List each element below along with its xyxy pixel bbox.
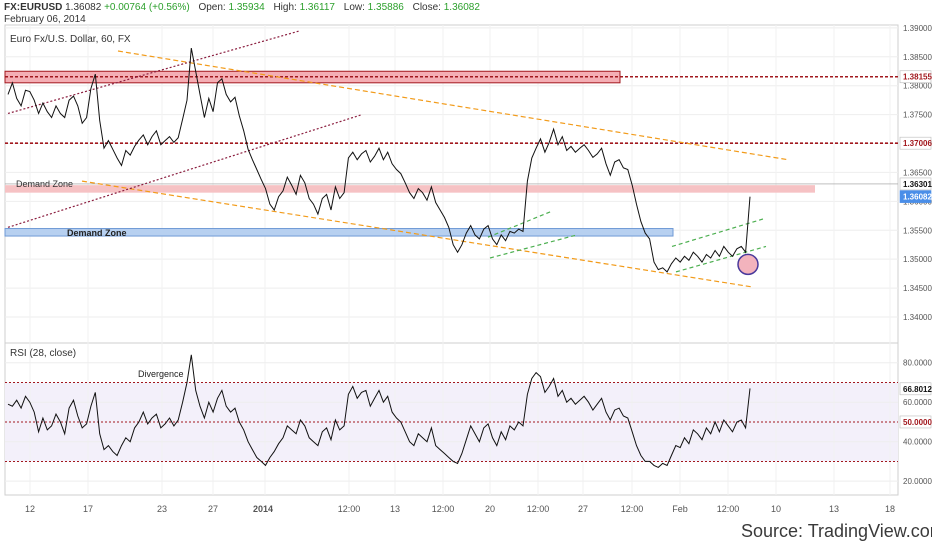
- time-tick-label: 2014: [253, 504, 273, 514]
- price-change: +0.00764 (+0.56%): [104, 2, 190, 13]
- price-tick-label: 1.36500: [903, 168, 932, 177]
- price-label-text: 1.37006: [903, 139, 932, 148]
- time-tick-label: 12:00: [338, 504, 361, 514]
- green-channel-1-upper: [487, 210, 553, 238]
- time-tick-label: 13: [390, 504, 400, 514]
- uptrend-channel-lower: [7, 114, 363, 228]
- price-label-box: [899, 70, 932, 84]
- time-tick-label: 12: [25, 504, 35, 514]
- time-tick-label: 12:00: [717, 504, 740, 514]
- time-tick-label: 10: [771, 504, 781, 514]
- time-tick-label: 12:00: [527, 504, 550, 514]
- rsi-chart-title: RSI (28, close): [10, 348, 76, 359]
- symbol-header: FX:EURUSD 1.36082 +0.00764 (+0.56%) Open…: [4, 2, 480, 14]
- demand-zone-upper: [5, 185, 815, 193]
- price-chart-title: Euro Fx/U.S. Dollar, 60, FX: [10, 34, 131, 45]
- time-tick-label: 27: [208, 504, 218, 514]
- time-tick-label: 20: [485, 504, 495, 514]
- time-tick-label: 13: [829, 504, 839, 514]
- price-tick-label: 1.34000: [903, 313, 932, 322]
- price-line: [7, 48, 751, 273]
- rsi-tick-label: 40.0000: [903, 438, 932, 447]
- green-channel-2-lower: [675, 245, 767, 273]
- close-value: 1.36082: [443, 2, 480, 13]
- rsi-tick-label: 20.0000: [903, 477, 932, 486]
- price-label-text: 1.38155: [903, 73, 932, 82]
- green-channel-1-lower: [489, 234, 578, 259]
- open-value: 1.35934: [228, 2, 265, 13]
- downtrend-lower: [81, 180, 753, 288]
- price-tick-label: 1.38500: [903, 53, 932, 62]
- zone-label-upper: Demand Zone: [16, 179, 73, 189]
- green-channel-2-upper: [671, 218, 765, 248]
- low-value: 1.35886: [367, 2, 404, 13]
- open-label: Open:: [198, 2, 226, 13]
- high-value: 1.36117: [299, 2, 335, 13]
- time-tick-label: Feb: [672, 504, 688, 514]
- price-tick-label: 1.39000: [903, 24, 932, 33]
- demand-zone-lower: [4, 228, 674, 237]
- price-tick-label: 1.35500: [903, 226, 932, 235]
- price-label-box: [899, 190, 932, 203]
- rsi-tick-label: 80.0000: [903, 359, 932, 368]
- rsi-label-text: 50.0000: [903, 418, 932, 427]
- rsi-label-box: [899, 415, 932, 429]
- high-label: High:: [273, 2, 297, 13]
- symbol-name: FX:EURUSD: [4, 2, 63, 13]
- price-tick-label: 1.35000: [903, 255, 932, 264]
- time-tick-label: 18: [885, 504, 895, 514]
- time-tick-label: 12:00: [621, 504, 644, 514]
- last-price: 1.36082: [65, 2, 102, 13]
- time-tick-label: 27: [578, 504, 588, 514]
- time-tick-label: 12:00: [432, 504, 455, 514]
- price-tick-label: 1.37500: [903, 111, 932, 120]
- source-credit: Source: TradingView.com: [741, 521, 932, 541]
- rsi-line: [7, 354, 751, 468]
- chart-date: February 06, 2014: [4, 14, 86, 25]
- rsi-label-box: [899, 382, 932, 396]
- zone-label-lower: Demand Zone: [67, 228, 127, 238]
- divergence-label: Divergence: [138, 369, 184, 379]
- price-label-box: [899, 136, 932, 150]
- uptrend-channel-upper: [7, 30, 301, 115]
- price-label-text: 1.36082: [903, 193, 932, 202]
- time-tick-label: 23: [157, 504, 167, 514]
- price-label-text: 1.36301: [903, 180, 932, 189]
- price-label-box: [899, 177, 932, 191]
- rsi-tick-label: 60.0000: [903, 398, 932, 407]
- downtrend-upper: [117, 50, 789, 161]
- low-label: Low:: [343, 2, 365, 13]
- time-tick-label: 17: [83, 504, 93, 514]
- rsi-label-text: 66.8012: [903, 385, 932, 394]
- reversal-marker-circle: [737, 253, 759, 276]
- close-label: Close:: [412, 2, 441, 13]
- price-tick-label: 1.34500: [903, 284, 932, 293]
- price-tick-label: 1.38000: [903, 82, 932, 91]
